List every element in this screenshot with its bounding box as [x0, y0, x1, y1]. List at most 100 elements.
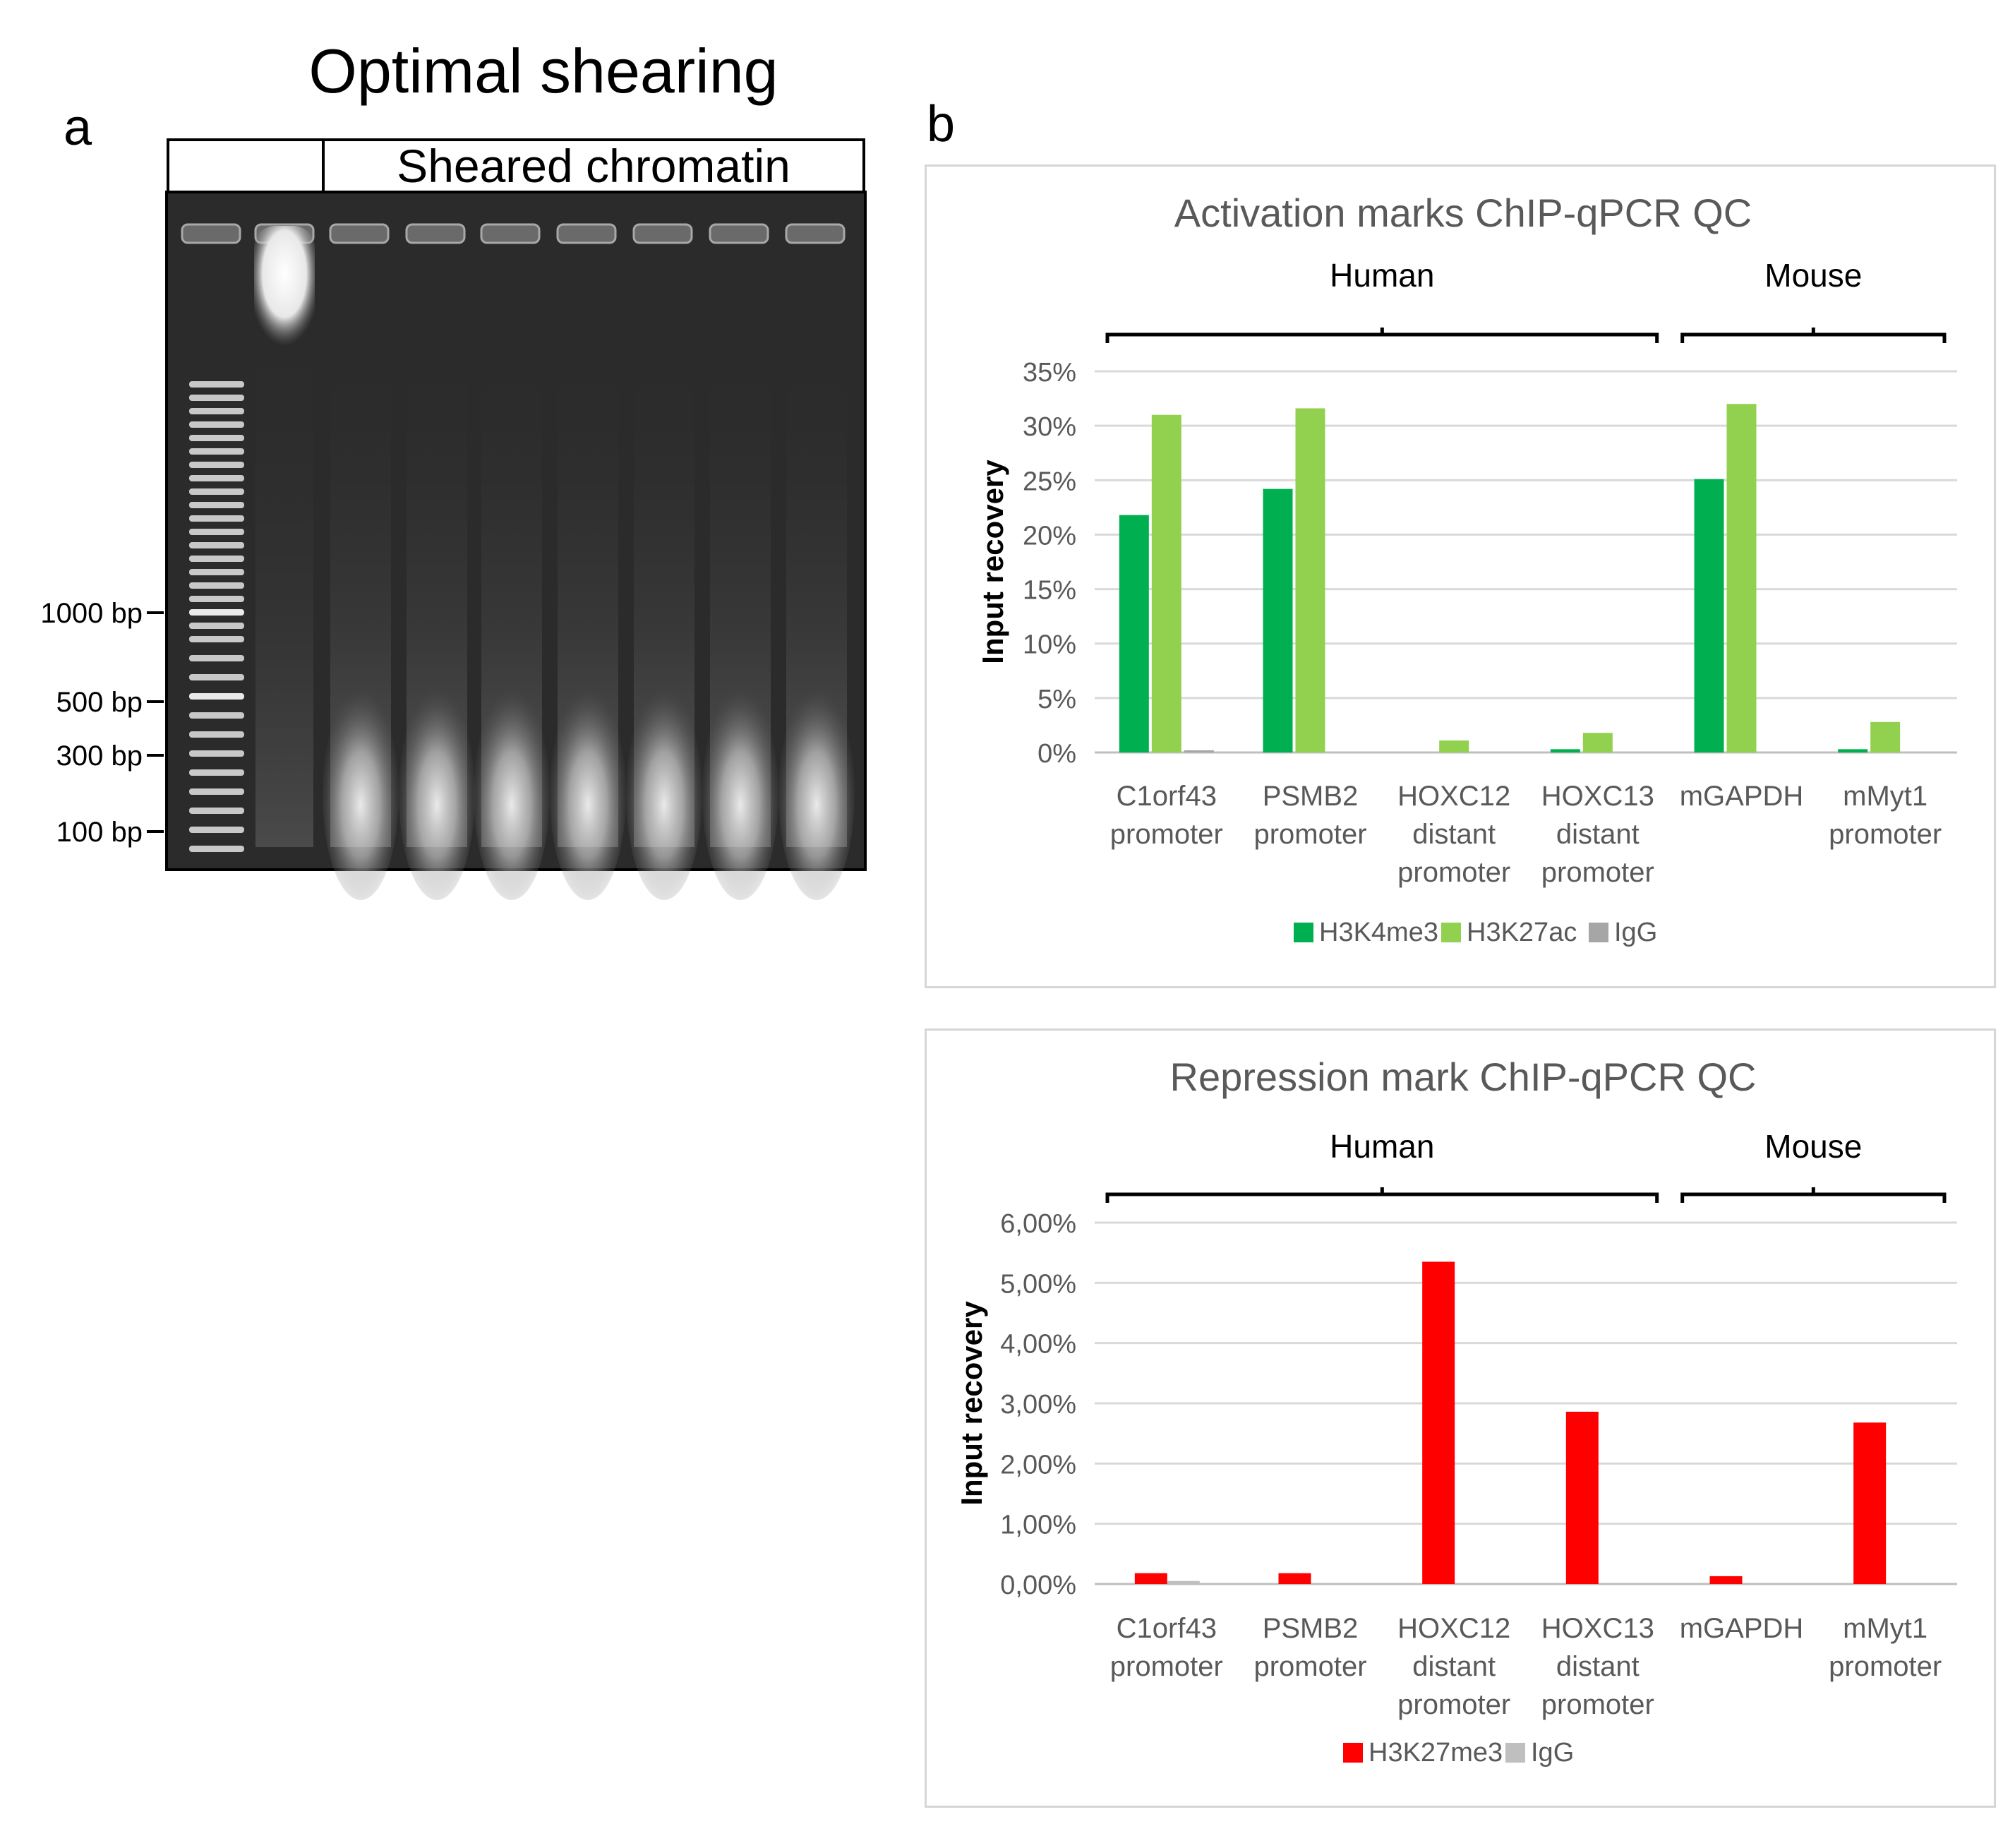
bar-h3k27ac: [1726, 404, 1757, 752]
category-label: HOXC12: [1397, 781, 1510, 812]
chromatin-smear: [323, 688, 399, 900]
category-label: C1orf43: [1117, 1613, 1217, 1644]
category-label: distant: [1556, 1651, 1640, 1682]
legend-label: IgG: [1614, 918, 1657, 947]
ladder-band: [189, 712, 244, 719]
ladder-band: [189, 421, 244, 428]
category-label: promoter: [1541, 1689, 1654, 1720]
size-marker-label: 500 bp: [56, 687, 143, 718]
ladder-band: [189, 609, 244, 616]
size-marker-label: 100 bp: [56, 817, 143, 848]
bar-h3k4me3: [1263, 488, 1293, 752]
ladder-band: [189, 750, 244, 757]
chart-title: Activation marks ChIP-qPCR QC: [1174, 191, 1752, 235]
chromatin-smear: [778, 688, 855, 900]
ladder-band: [189, 769, 244, 776]
bar-h3k27me3: [1422, 1261, 1455, 1584]
genomic-dna-streak: [255, 339, 313, 847]
y-tick-label: 20%: [1023, 521, 1076, 551]
group-bracket: [1680, 1187, 1947, 1203]
y-tick-label: 35%: [1023, 358, 1076, 388]
legend-label: H3K27ac: [1467, 918, 1577, 947]
category-label: HOXC12: [1397, 1613, 1510, 1644]
category-label: promoter: [1829, 1651, 1942, 1682]
legend-label: H3K4me3: [1319, 918, 1438, 947]
group-label: Human: [1330, 257, 1434, 294]
y-tick-label: 5%: [1037, 685, 1076, 714]
category-label: mMyt1: [1843, 1613, 1927, 1644]
y-tick-label: 4,00%: [1000, 1330, 1076, 1360]
y-tick-label: 25%: [1023, 467, 1076, 496]
gel-header-divider: [322, 141, 325, 191]
bar-h3k27me3: [1565, 1411, 1599, 1584]
chromatin-smear: [626, 688, 702, 900]
activation-chart: Activation marks ChIP-qPCR QC 0% 5% 10% 15% 2…: [976, 191, 1957, 947]
gel-title: Optimal shearing: [308, 36, 778, 106]
gel-well: [181, 223, 241, 244]
category-label: C1orf43: [1117, 781, 1217, 812]
ladder-band: [189, 674, 244, 680]
size-marker-label: 300 bp: [56, 740, 143, 772]
ladder-band: [189, 408, 244, 414]
gel-well: [709, 223, 769, 244]
ladder-band: [189, 435, 244, 441]
bar-h3k4me3: [1838, 749, 1868, 752]
y-tick-label: 0%: [1037, 739, 1076, 769]
category-label: promoter: [1397, 1689, 1510, 1720]
bar-h3k4me3: [1694, 479, 1724, 752]
ladder-band: [189, 808, 244, 814]
category-label: promoter: [1110, 1651, 1223, 1682]
chromatin-smear: [702, 688, 778, 900]
bar-igg: [1184, 750, 1214, 752]
ladder-band: [189, 515, 244, 522]
legend-label: H3K27me3: [1369, 1738, 1503, 1768]
gel-well: [480, 223, 541, 244]
group-bracket: [1680, 328, 1947, 343]
bar-h3k27me3: [1134, 1573, 1167, 1584]
y-tick-label: 2,00%: [1000, 1450, 1076, 1480]
legend-label: IgG: [1531, 1738, 1574, 1768]
category-label: promoter: [1541, 857, 1654, 888]
category-label: mMyt1: [1843, 781, 1927, 812]
category-label: promoter: [1110, 819, 1223, 850]
ladder-band: [189, 529, 244, 535]
bar-h3k27ac: [1870, 721, 1901, 752]
legend-swatch: [1343, 1743, 1363, 1763]
y-tick-label: 15%: [1023, 576, 1076, 606]
bar-h3k4me3: [1119, 515, 1149, 752]
bar-h3k27me3: [1709, 1576, 1743, 1584]
ladder-band: [189, 655, 244, 661]
category-label: distant: [1556, 819, 1640, 850]
gel-well: [785, 223, 846, 244]
ladder-band: [189, 381, 244, 388]
y-tick-label: 1,00%: [1000, 1511, 1076, 1540]
panel-a-letter: a: [64, 100, 92, 156]
bar-h3k27ac: [1582, 733, 1613, 752]
category-label: mGAPDH: [1680, 1613, 1804, 1644]
y-tick-label: 5,00%: [1000, 1269, 1076, 1299]
legend-swatch: [1294, 923, 1313, 942]
bar-h3k4me3: [1550, 749, 1580, 752]
ladder-band: [189, 569, 244, 575]
category-label: promoter: [1253, 819, 1366, 850]
group-label: Mouse: [1764, 1128, 1862, 1165]
category-label: PSMB2: [1263, 781, 1359, 812]
y-tick-label: 0,00%: [1000, 1571, 1076, 1600]
bar-h3k27me3: [1853, 1422, 1887, 1584]
category-label: promoter: [1829, 819, 1942, 850]
ladder-band: [189, 636, 244, 642]
gel-well: [556, 223, 617, 244]
size-marker-label: 1000 bp: [40, 598, 143, 629]
ladder-band: [189, 693, 244, 700]
group-label: Mouse: [1764, 257, 1862, 294]
activation-chart-frame: Activation marks ChIP-qPCR QC 0% 5% 10% 15% 2…: [925, 164, 1996, 988]
legend-swatch: [1589, 923, 1608, 942]
genomic-dna-band: [254, 226, 315, 346]
repression-chart-frame: Repression mark ChIP-qPCR QC 0,00% 1,00% 2,…: [925, 1028, 1996, 1808]
panel-b-letter: b: [927, 96, 956, 152]
gel-well: [405, 223, 466, 244]
ladder-band: [189, 846, 244, 852]
ladder-band: [189, 556, 244, 562]
bar-h3k27ac: [1151, 414, 1181, 752]
